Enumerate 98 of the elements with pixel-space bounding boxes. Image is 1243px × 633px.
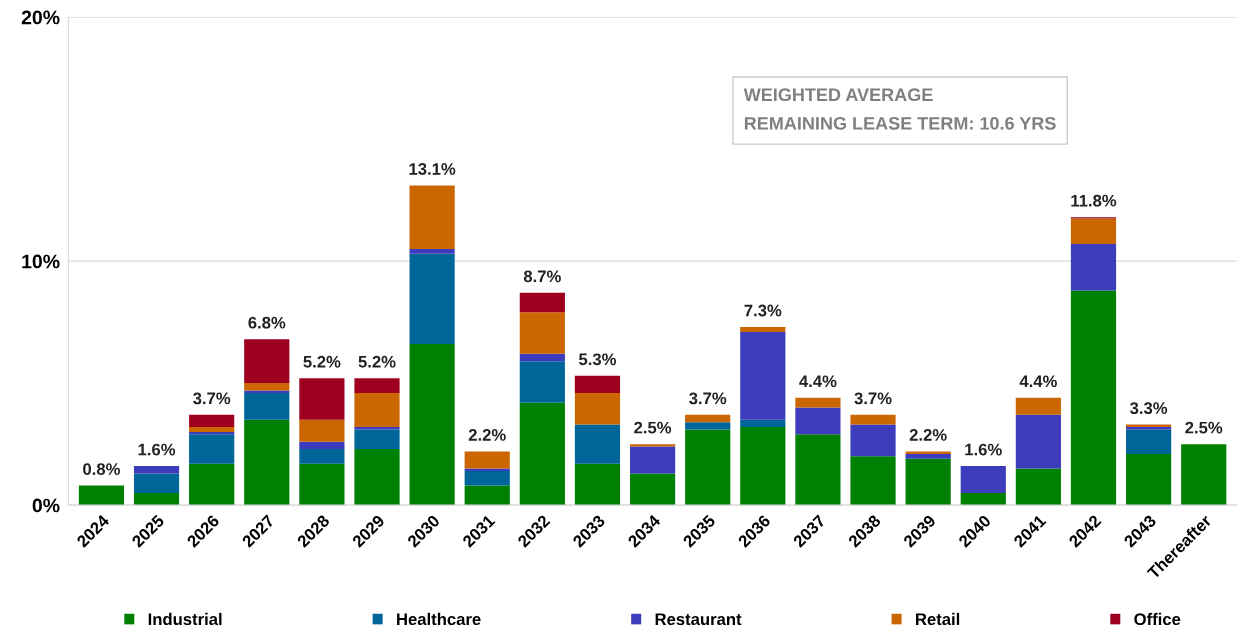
bar [850,414,896,425]
bar [409,248,455,254]
bar [574,392,621,425]
bar [133,466,180,474]
total-label: 7.3% [744,304,782,317]
bar [519,402,565,506]
bar [685,414,731,423]
bar [354,449,400,506]
bar [299,441,345,450]
bar [244,383,290,391]
total-label: 2.2% [909,429,947,441]
bar [629,473,676,506]
bar [629,444,676,447]
bar [354,378,400,393]
bar [354,392,400,428]
total-label: 5.2% [358,355,396,368]
bar [409,185,455,249]
bar [78,485,125,506]
total-label: 2.5% [634,421,672,434]
bar [905,458,951,506]
bar [740,331,786,420]
y-tick-label: 0% [32,498,60,513]
total-label: 1.6% [965,443,1002,456]
bar [244,392,290,420]
bar [574,375,621,393]
total-label: 5.2% [303,355,341,368]
bar [850,456,896,506]
bar [133,492,180,506]
y-tick-label: 20% [21,10,60,25]
bar [1070,244,1117,291]
legend-label: Retail [916,612,960,626]
bar [189,427,235,432]
bar [464,451,510,469]
bar [244,339,290,384]
legend-label: Restaurant [655,613,742,626]
total-label: 2.2% [468,429,506,441]
annotation: WEIGHTED AVERAGE REMAINING LEASE TERM: 10.6 YRS [743,88,1056,130]
bar [299,449,345,464]
bar [960,466,1006,493]
total-label: 2.5% [1185,421,1223,434]
bar [905,451,951,454]
total-label: 3.7% [689,392,727,405]
bar [189,414,235,428]
total-label: 6.8% [248,316,286,329]
bar [519,353,565,362]
total-label: 1.6% [138,443,176,456]
bar [464,470,510,486]
bar [574,463,621,506]
bar [740,427,786,506]
legend-label: Industrial [148,612,222,626]
bar [1126,429,1172,454]
bar [574,424,621,464]
bar [795,407,841,435]
bar [685,422,731,430]
bar [519,292,565,313]
bar [299,419,345,442]
bar [1015,397,1061,415]
bar [795,434,841,506]
total-label: 8.7% [523,270,561,283]
total-label: 3.7% [193,392,231,405]
total-label: 13.1% [409,163,456,175]
total-label: 0.8% [83,463,120,475]
total-label: 3.7% [854,392,892,405]
total-label: 4.4% [799,375,837,388]
bar [960,492,1006,506]
bar [1015,414,1061,469]
bar [409,253,455,345]
bar [244,419,290,506]
bar [299,463,345,506]
bar [519,361,565,403]
bar [244,390,290,393]
bar [519,312,565,354]
bar [685,429,731,506]
bar [189,463,235,506]
bar [409,344,455,506]
bar [133,473,180,493]
y-tick-label: 10% [22,254,60,269]
bar [905,453,951,459]
bar [354,429,400,450]
bar [1126,453,1172,506]
bar [1015,468,1061,506]
bar [464,485,510,506]
total-label: 11.8% [1071,194,1117,207]
bar [1181,444,1227,506]
legend-label: Healthcare [397,612,481,626]
bar [629,446,676,474]
total-label: 4.4% [1019,375,1057,388]
bar [189,434,235,464]
bar [1070,290,1117,506]
bar [740,327,786,332]
total-label: 5.3% [578,353,617,366]
bar [1070,218,1117,245]
bar [299,378,345,420]
legend-label: Office [1134,612,1181,626]
bar [795,397,841,408]
bar [850,424,896,457]
total-label: 3.3% [1129,402,1168,415]
bar [740,419,786,428]
